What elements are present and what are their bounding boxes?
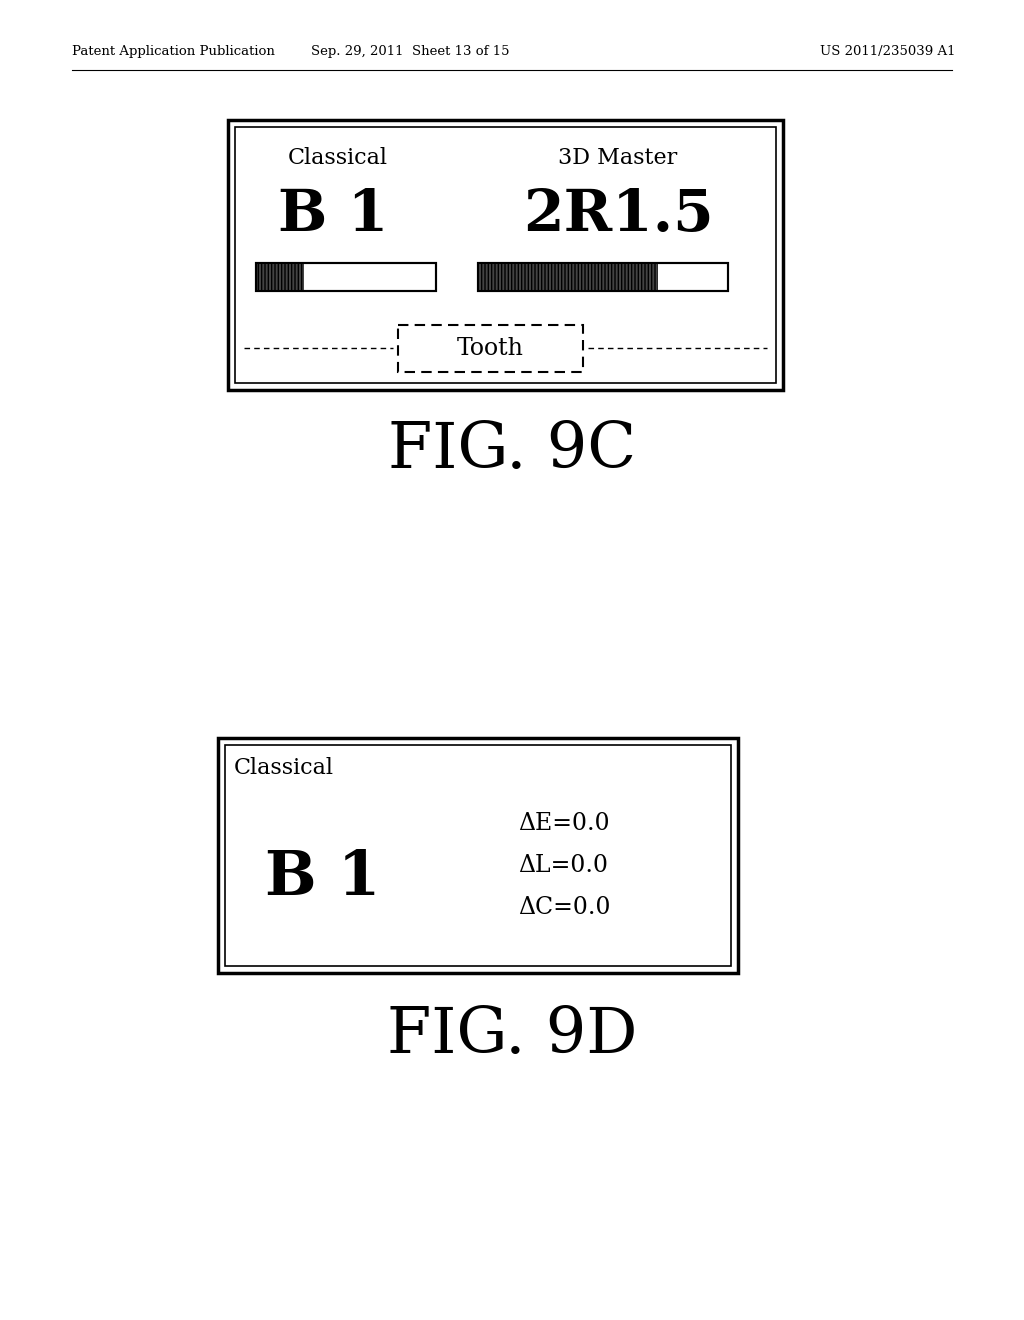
Bar bbox=[478, 263, 728, 290]
Text: Tooth: Tooth bbox=[457, 337, 524, 360]
Text: ΔC=0.0: ΔC=0.0 bbox=[518, 895, 610, 919]
Bar bbox=[398, 325, 583, 372]
Text: Classical: Classical bbox=[234, 756, 334, 779]
Text: FIG. 9C: FIG. 9C bbox=[388, 420, 636, 480]
Text: 3D Master: 3D Master bbox=[558, 147, 678, 169]
Bar bbox=[225, 744, 731, 966]
Text: 2R1.5: 2R1.5 bbox=[522, 187, 714, 243]
Text: Patent Application Publication: Patent Application Publication bbox=[72, 45, 274, 58]
Text: FIG. 9D: FIG. 9D bbox=[387, 1005, 637, 1065]
Bar bbox=[228, 120, 783, 389]
Bar bbox=[478, 263, 728, 290]
Text: B 1: B 1 bbox=[278, 187, 388, 243]
Bar bbox=[256, 263, 436, 290]
Bar bbox=[256, 263, 436, 290]
Text: US 2011/235039 A1: US 2011/235039 A1 bbox=[819, 45, 955, 58]
Bar bbox=[478, 263, 658, 290]
Text: B 1: B 1 bbox=[265, 847, 381, 908]
Text: ΔE=0.0: ΔE=0.0 bbox=[518, 812, 609, 834]
Bar bbox=[256, 263, 304, 290]
Bar bbox=[218, 738, 738, 973]
Text: ΔL=0.0: ΔL=0.0 bbox=[518, 854, 608, 876]
Bar bbox=[234, 127, 776, 383]
Text: Sep. 29, 2011  Sheet 13 of 15: Sep. 29, 2011 Sheet 13 of 15 bbox=[310, 45, 509, 58]
Text: Classical: Classical bbox=[288, 147, 388, 169]
